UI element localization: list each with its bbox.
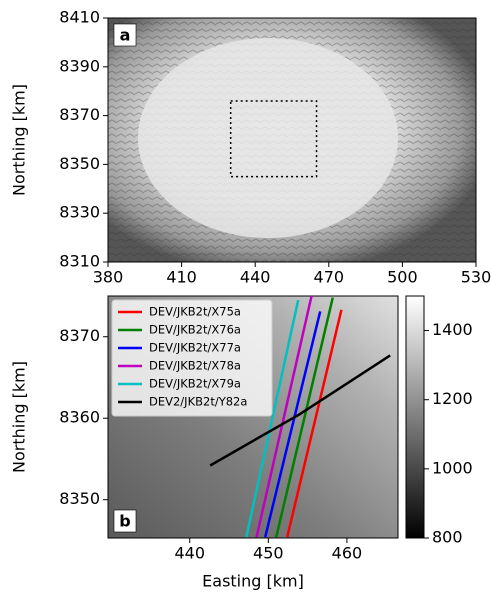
y-tick-label: 8370 <box>59 326 100 345</box>
x-tick-label: 380 <box>93 268 124 287</box>
x-tick-label: 460 <box>332 544 363 563</box>
legend-entry: DEV/JKB2t/X77a <box>149 341 241 355</box>
profile-line <box>285 309 343 538</box>
y-tick-label: 8330 <box>59 203 100 222</box>
y-tick-label: 8350 <box>59 489 100 508</box>
y-tick-label: 8360 <box>59 408 100 427</box>
y-tick-label: 8410 <box>59 8 100 27</box>
legend-entry: DEV2/JKB2t/Y82a <box>149 395 247 409</box>
y-axis-label: Northing [km] <box>10 84 29 196</box>
colorbar-tick-label: 1000 <box>432 458 473 477</box>
profile-line <box>209 354 391 467</box>
legend-entry: DEV/JKB2t/X75a <box>149 305 241 319</box>
legend-entry: DEV/JKB2t/X78a <box>149 359 241 373</box>
x-tick-label: 500 <box>387 268 418 287</box>
y-tick-label: 8350 <box>59 154 100 173</box>
profile-line <box>263 311 322 538</box>
panel-label: a <box>120 26 131 45</box>
x-axis-label: Easting [km] <box>202 572 304 591</box>
y-axis-label: Northing [km] <box>10 361 29 473</box>
colorbar-tick-label: 1200 <box>432 389 473 408</box>
x-tick-label: 440 <box>240 268 271 287</box>
region-box <box>229 100 318 178</box>
legend-box <box>111 299 273 417</box>
x-tick-label: 530 <box>461 268 491 287</box>
colorbar-tick-label: 1400 <box>432 320 473 339</box>
ice-cap <box>138 38 398 238</box>
axes-frame <box>107 17 477 263</box>
profile-line <box>245 299 300 538</box>
profile-line <box>274 297 334 538</box>
panel-label-box <box>113 509 137 533</box>
colorbar <box>405 295 425 539</box>
y-tick-label: 8310 <box>59 252 100 271</box>
legend-entry: DEV/JKB2t/X76a <box>149 323 241 337</box>
y-tick-label: 8370 <box>59 105 100 124</box>
axes-frame <box>107 295 399 539</box>
y-tick-label: 8390 <box>59 56 100 75</box>
panel-label-box <box>113 23 137 47</box>
panel-label: b <box>119 512 130 531</box>
legend-entry: DEV/JKB2t/X79a <box>149 377 241 391</box>
x-tick-label: 450 <box>253 544 284 563</box>
x-tick-label: 440 <box>174 544 205 563</box>
x-tick-label: 410 <box>166 268 197 287</box>
colorbar-tick-label: 800 <box>432 528 463 547</box>
profile-line <box>255 295 313 538</box>
x-tick-label: 470 <box>314 268 345 287</box>
